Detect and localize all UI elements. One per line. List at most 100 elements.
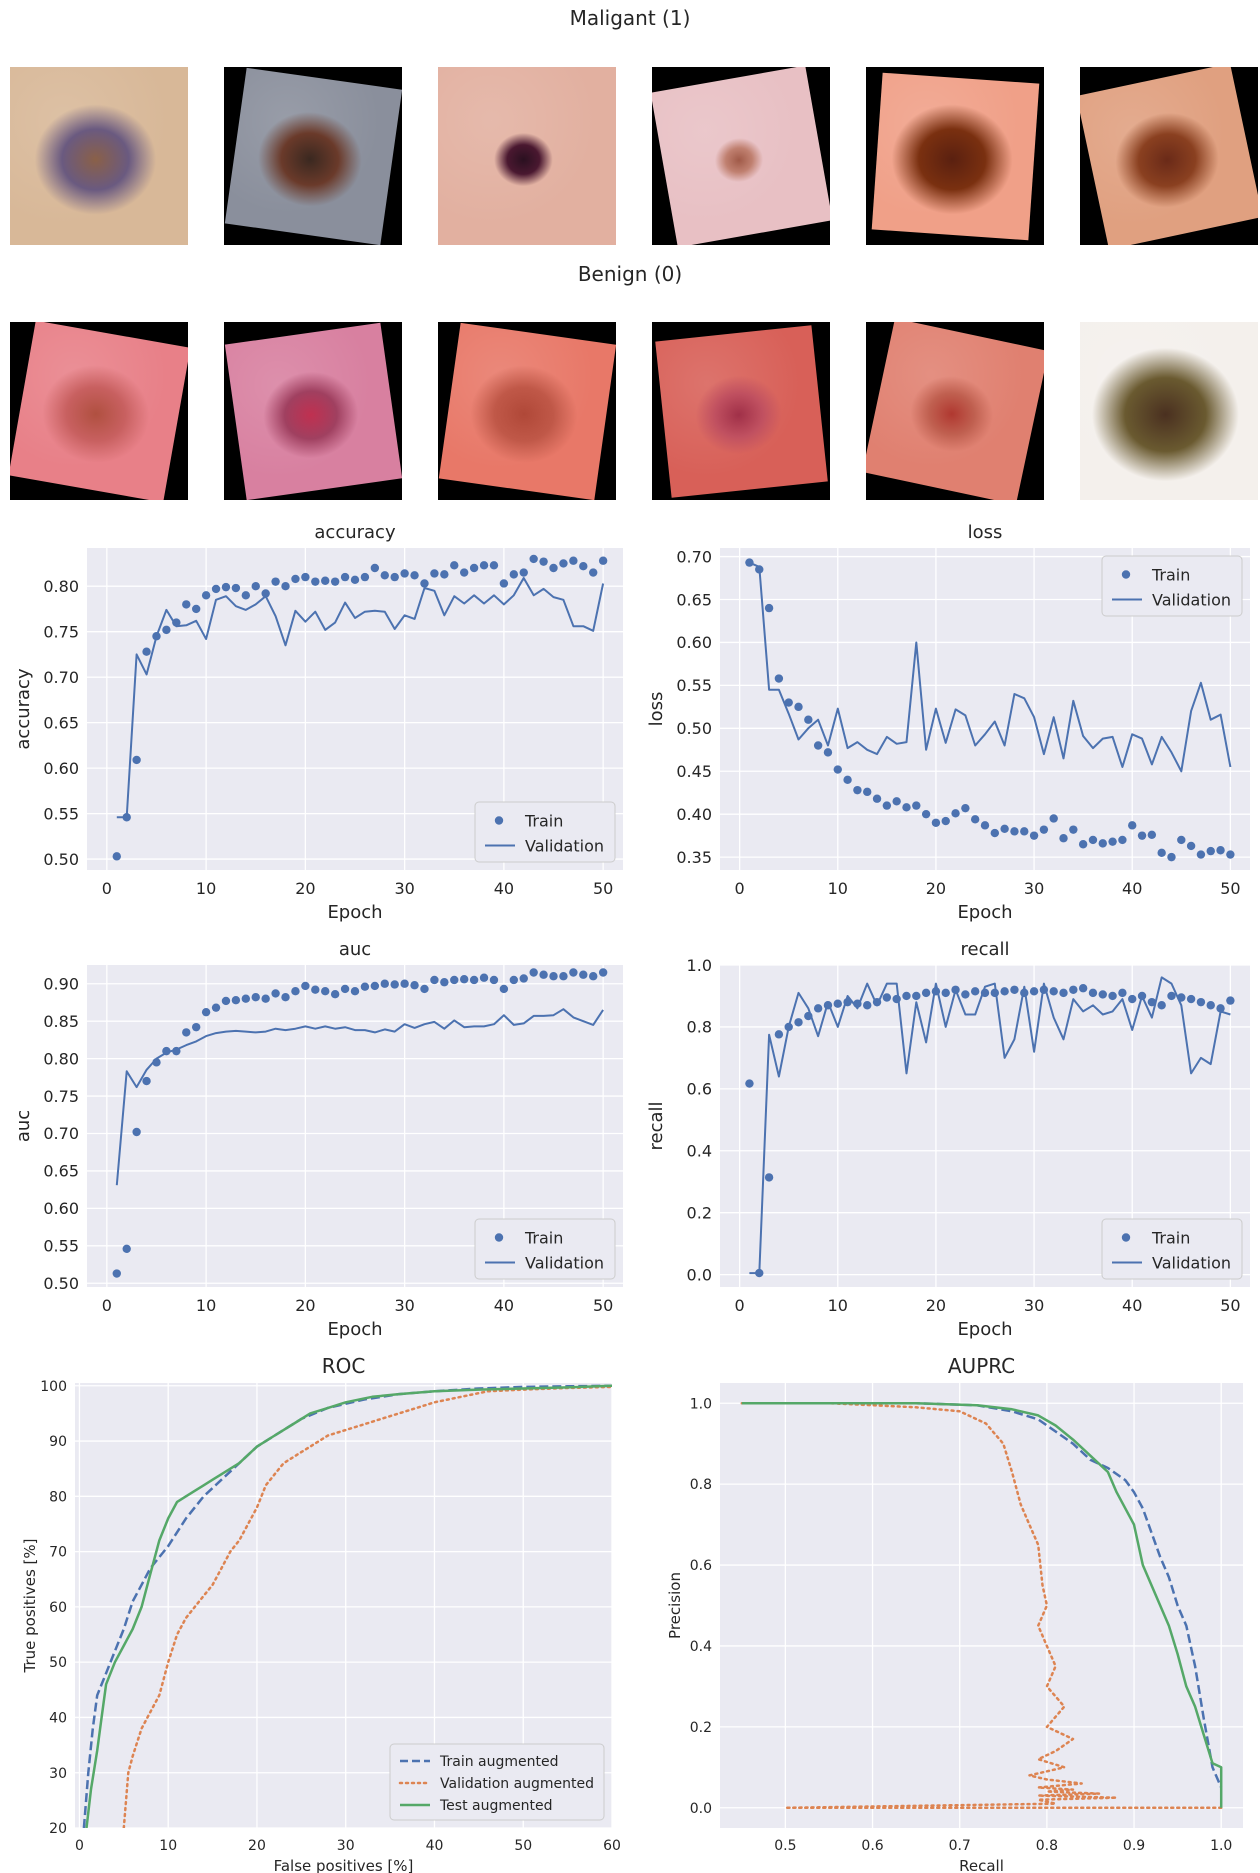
- data-point: [440, 978, 449, 987]
- y-tick-label: 100: [40, 1379, 67, 1395]
- y-tick-label: 0.70: [43, 1124, 79, 1143]
- data-point: [1088, 835, 1098, 845]
- x-tick-label: 40: [494, 879, 514, 898]
- x-axis-label: Epoch: [957, 902, 1012, 923]
- x-axis-label: False positives [%]: [274, 1857, 414, 1873]
- data-point: [833, 765, 842, 774]
- series-test-augmented-line: [85, 1384, 612, 1828]
- x-tick-label: 20: [248, 1838, 266, 1854]
- legend-box: [1101, 555, 1243, 617]
- data-point: [833, 999, 842, 1008]
- data-point: [281, 582, 290, 591]
- data-point: [1049, 987, 1058, 996]
- data-point: [360, 572, 370, 582]
- legend-label: Train: [1151, 1228, 1190, 1247]
- series-train: [112, 968, 608, 1278]
- data-point: [142, 1076, 151, 1086]
- data-point: [271, 989, 280, 998]
- data-point: [330, 990, 340, 999]
- data-point: [598, 968, 608, 977]
- data-point: [784, 698, 793, 707]
- data-point: [450, 975, 459, 985]
- data-point: [882, 801, 892, 810]
- data-point: [479, 973, 489, 982]
- y-tick-label: 0.0: [687, 1265, 712, 1284]
- data-point: [1108, 837, 1117, 846]
- data-point: [745, 1079, 754, 1088]
- data-point: [1147, 830, 1157, 839]
- data-point: [1128, 994, 1137, 1004]
- legend-marker: [1121, 570, 1131, 579]
- data-point: [519, 974, 528, 983]
- data-point: [1177, 835, 1186, 845]
- lesion-photo: [1080, 322, 1258, 500]
- y-tick-label: 0.4: [690, 1639, 712, 1655]
- x-tick-label: 1.0: [1210, 1838, 1232, 1854]
- y-tick-label: 0.40: [676, 805, 712, 824]
- data-point: [489, 561, 499, 570]
- y-tick-label: 30: [49, 1766, 67, 1782]
- data-point: [251, 582, 260, 591]
- x-tick-label: 10: [159, 1838, 177, 1854]
- x-tick-label: 0: [735, 879, 745, 898]
- x-tick-label: 20: [295, 1296, 315, 1315]
- legend-label: Test augmented: [439, 1798, 552, 1814]
- y-tick-label: 0.55: [43, 1237, 79, 1256]
- data-point: [271, 577, 280, 586]
- x-tick-label: 10: [828, 1296, 848, 1315]
- legend: Train Validation: [474, 801, 616, 863]
- data-point: [370, 981, 380, 991]
- y-axis-label: recall: [646, 1101, 667, 1150]
- data-point: [201, 591, 211, 600]
- data-point: [1196, 997, 1206, 1007]
- data-point: [450, 561, 459, 570]
- series-test-augmented-line: [741, 1401, 1223, 1808]
- data-point: [1059, 834, 1068, 843]
- data-point: [380, 571, 389, 580]
- series-validation-line: [115, 1008, 604, 1186]
- series-group: [745, 558, 1235, 862]
- data-point: [231, 583, 241, 593]
- data-point: [1088, 988, 1098, 998]
- x-tick-label: 10: [828, 879, 848, 898]
- data-point: [221, 996, 231, 1006]
- data-point: [241, 591, 251, 600]
- data-point: [390, 980, 399, 989]
- data-point: [1216, 1004, 1225, 1013]
- x-tick-label: 50: [593, 879, 613, 898]
- x-axis-label: Epoch: [327, 902, 382, 923]
- y-tick-label: 0.60: [43, 759, 79, 778]
- data-point: [1059, 988, 1068, 998]
- y-axis-label: Precision: [666, 1572, 684, 1639]
- data-point: [1157, 848, 1166, 858]
- data-point: [1078, 984, 1088, 993]
- data-point: [1000, 824, 1009, 833]
- x-tick-label: 60: [603, 1838, 621, 1854]
- data-point: [539, 557, 548, 566]
- x-tick-label: 50: [514, 1838, 532, 1854]
- data-point: [519, 568, 528, 577]
- data-point: [941, 816, 950, 826]
- data-point: [902, 803, 911, 812]
- y-tick-label: 60: [49, 1600, 67, 1616]
- lesion-photo: [438, 322, 616, 500]
- y-tick-label: 0.6: [687, 1080, 712, 1099]
- data-point: [360, 982, 370, 991]
- x-tick-label: 50: [593, 1296, 613, 1315]
- data-point: [1010, 827, 1019, 836]
- y-tick-label: 0.65: [676, 590, 712, 609]
- data-point: [291, 987, 300, 996]
- series-train: [745, 558, 1235, 862]
- y-tick-label: 0.70: [676, 547, 712, 566]
- data-point: [970, 815, 980, 824]
- data-point: [301, 981, 310, 991]
- legend: Train Validation: [1101, 1218, 1243, 1280]
- data-point: [410, 981, 419, 990]
- series-validation-line: [749, 561, 1232, 773]
- data-point: [211, 1003, 221, 1012]
- series-validation-augmented-line: [122, 1385, 612, 1828]
- data-point: [400, 569, 409, 578]
- data-point: [281, 993, 290, 1002]
- data-point: [1147, 997, 1157, 1007]
- series-group: [740, 1401, 1223, 1810]
